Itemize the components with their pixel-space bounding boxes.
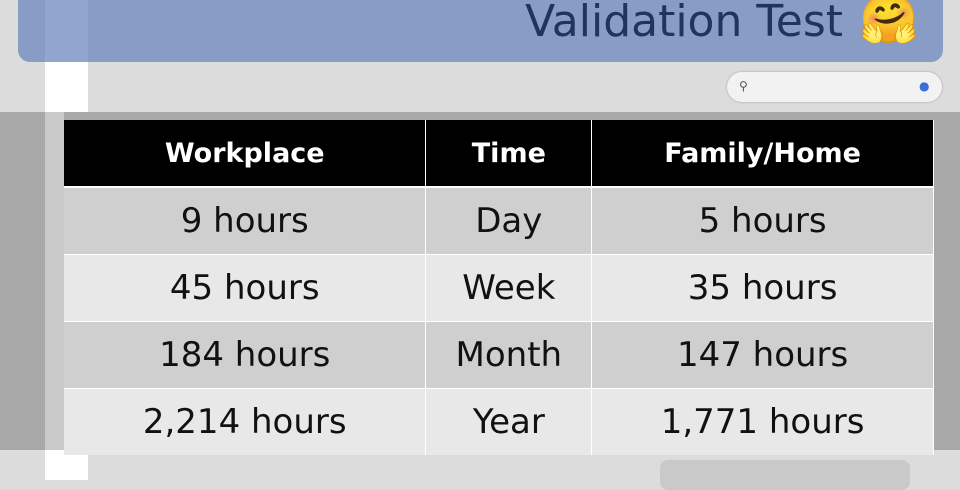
table-cell: 35 hours: [591, 254, 934, 322]
table-cell: 184 hours: [64, 321, 427, 389]
table-row: 2,214 hours Year 1,771 hours: [64, 388, 934, 455]
search-bar[interactable]: ⚲ ●: [727, 72, 942, 102]
title: Validation Test: [525, 0, 843, 47]
table-cell: Month: [425, 321, 593, 389]
side-strip: [45, 112, 64, 450]
emoji-icon: 🤗: [859, 0, 919, 47]
table-row: 184 hours Month 147 hours: [64, 321, 934, 389]
mic-icon[interactable]: ●: [919, 79, 930, 93]
search-icon: ⚲: [739, 79, 748, 93]
table-cell: Day: [425, 186, 593, 255]
table-cell: 45 hours: [64, 254, 427, 322]
table-cell: 2,214 hours: [64, 388, 427, 455]
header-banner: Validation Test 🤗: [18, 0, 943, 62]
table-cell: Week: [425, 254, 593, 322]
column-header: Time: [425, 120, 593, 188]
table-cell: 9 hours: [64, 186, 427, 255]
column-header: Family/Home: [591, 120, 934, 188]
table-cell: 1,771 hours: [591, 388, 934, 455]
table-row: 45 hours Week 35 hours: [64, 254, 934, 322]
data-table: Workplace Time Family/Home 9 hours Day 5 hou…: [64, 120, 934, 455]
table-cell: 147 hours: [591, 321, 934, 389]
column-header: Workplace: [64, 120, 427, 188]
table-row: 9 hours Day 5 hours: [64, 186, 934, 255]
table-cell: Year: [425, 388, 593, 455]
panel: [660, 460, 910, 490]
table-cell: 5 hours: [591, 186, 934, 255]
